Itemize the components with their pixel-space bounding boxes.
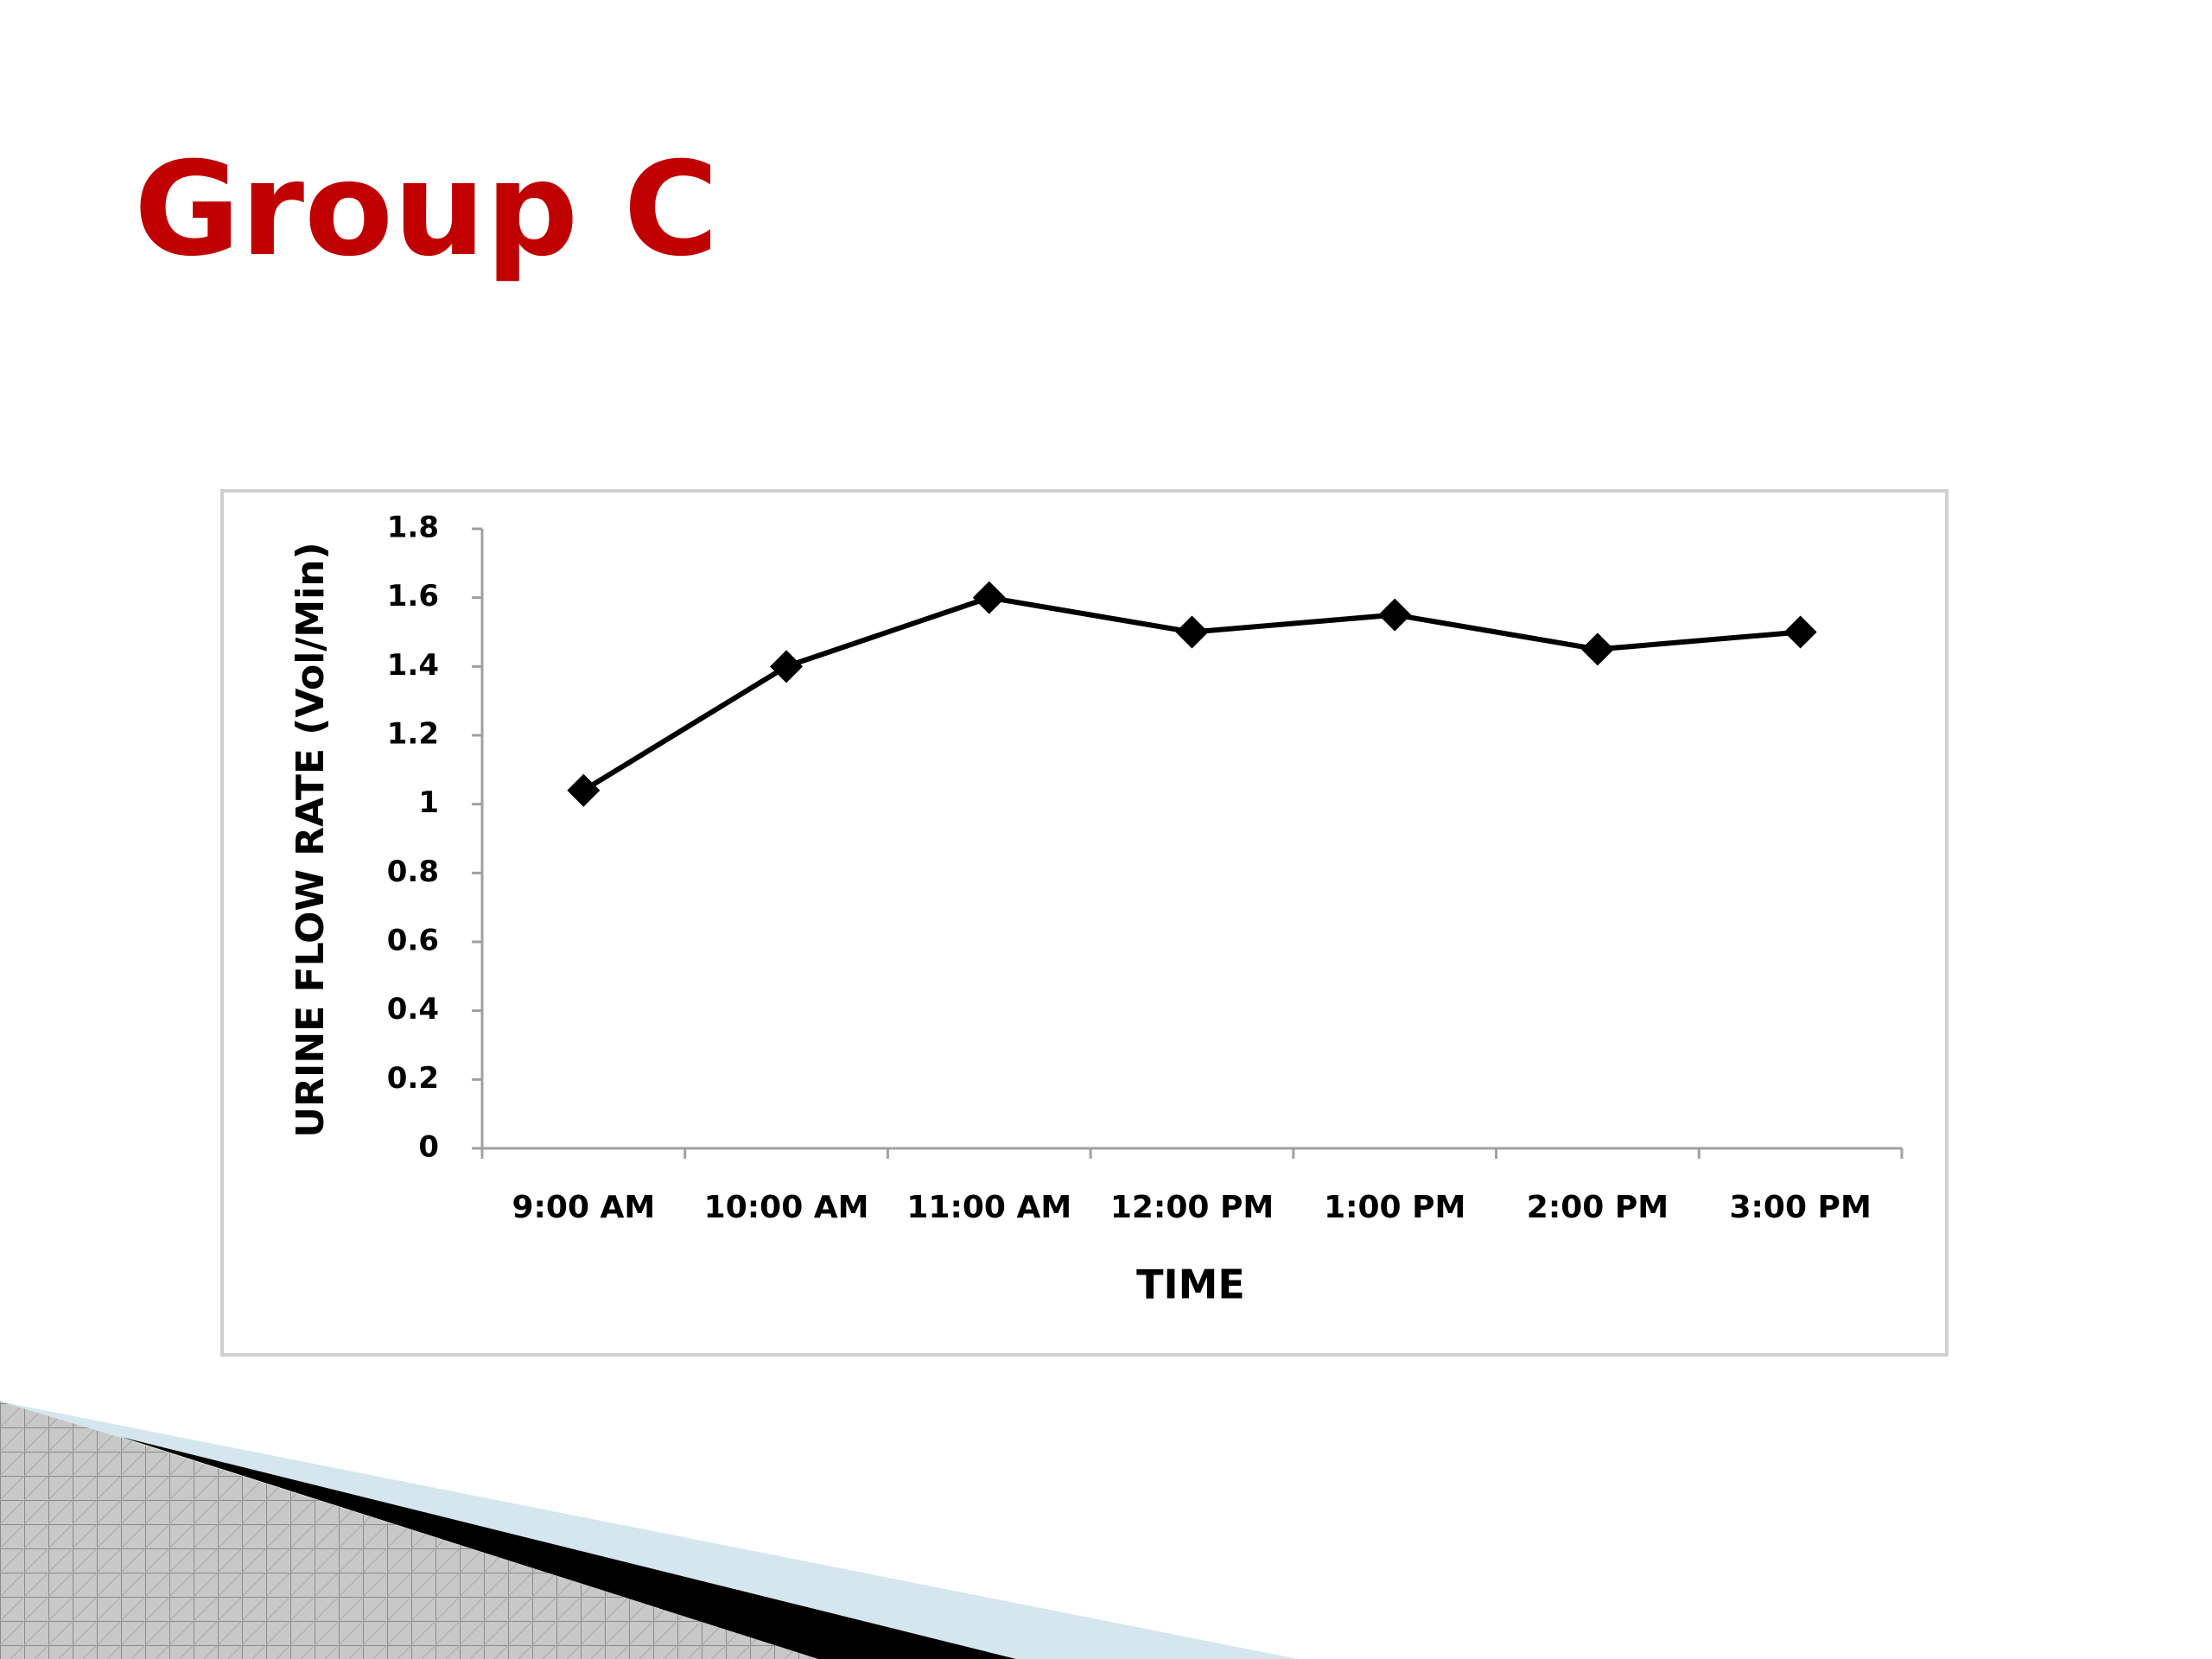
x-tick-label: 11:00 AM xyxy=(906,1190,1071,1225)
decor-grid xyxy=(0,1402,818,1659)
x-tick-label: 1:00 PM xyxy=(1324,1190,1465,1225)
data-point xyxy=(1175,615,1209,649)
y-tick-label: 0.6 xyxy=(387,924,439,958)
x-tick-label: 3:00 PM xyxy=(1729,1190,1871,1225)
slide-title: Group C xyxy=(134,135,719,285)
y-tick-label: 1.2 xyxy=(387,717,439,752)
x-tick-label: 2:00 PM xyxy=(1527,1190,1669,1225)
data-point xyxy=(1580,632,1614,666)
x-tick-label: 10:00 AM xyxy=(704,1190,869,1225)
data-point xyxy=(1378,598,1412,632)
decor-light xyxy=(0,1402,1298,1659)
data-point xyxy=(972,581,1006,614)
plot: 0 0.2 0.4 0.6 0.8 1 1.2 1.4 1.6 1.8 9:00 AM 10:00 A… xyxy=(387,511,1904,1225)
chart-frame xyxy=(220,489,1948,1357)
y-tick-label: 0 xyxy=(418,1130,439,1165)
x-axis-label: TIME xyxy=(1136,1262,1245,1308)
y-axis-label: URINE FLOW RATE (Vol/Min) xyxy=(289,542,333,1137)
decor-dark xyxy=(121,1437,1016,1659)
y-tick-label: 0.8 xyxy=(387,855,439,889)
y-tick-label: 1.4 xyxy=(387,648,439,683)
y-tick-label: 1.8 xyxy=(387,511,439,545)
data-point xyxy=(567,773,601,807)
y-tick-label: 1.6 xyxy=(387,579,439,613)
data-point xyxy=(1783,615,1817,649)
data-point xyxy=(770,650,804,683)
y-tick-label: 1 xyxy=(418,785,439,820)
y-tick-label: 0.4 xyxy=(387,992,439,1027)
y-tick-label: 0.2 xyxy=(387,1061,439,1096)
x-tick-label: 9:00 AM xyxy=(512,1190,655,1225)
x-tick-label: 12:00 PM xyxy=(1110,1190,1274,1225)
